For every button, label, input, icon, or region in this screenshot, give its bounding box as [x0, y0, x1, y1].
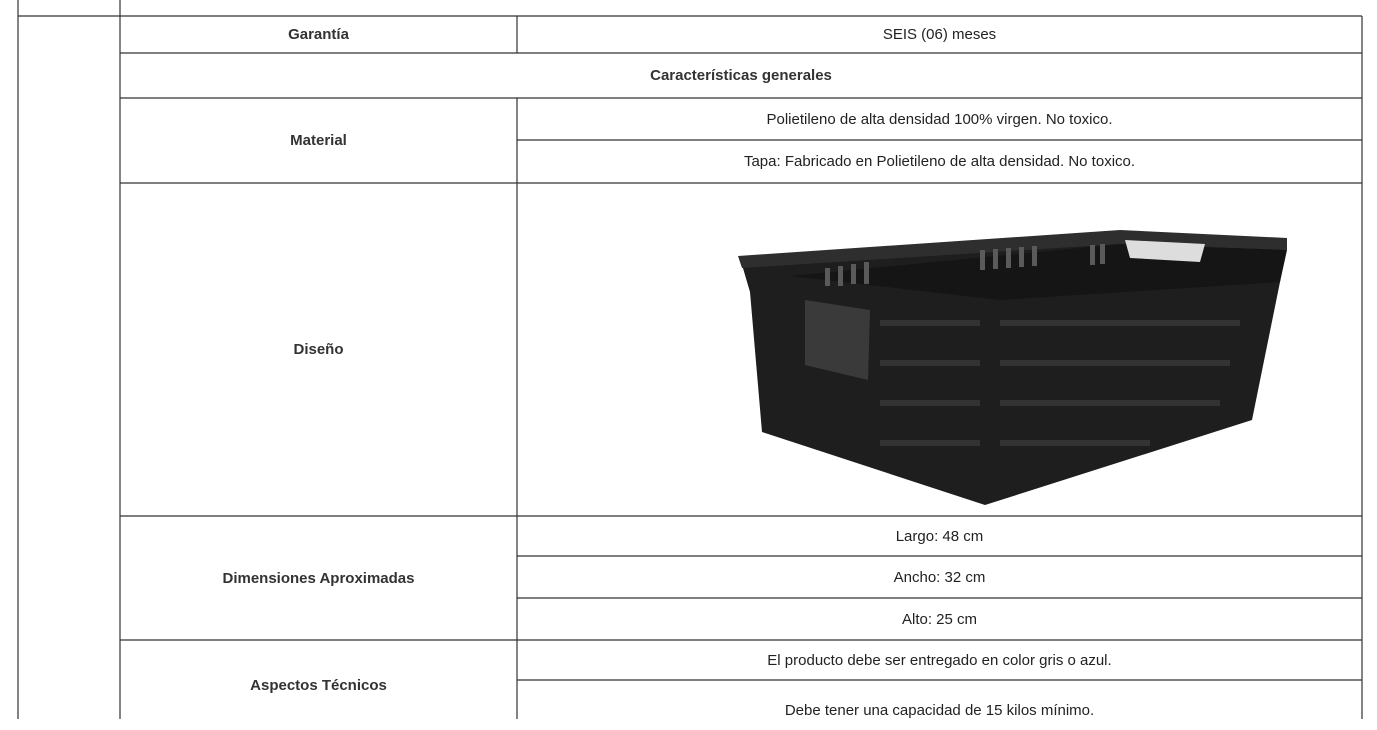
section-title: Características generales: [650, 67, 832, 84]
row-value: Largo: 48 cm: [895, 527, 984, 545]
row-value: Polietileno de alta densidad 100% virgen…: [766, 110, 1113, 128]
row-value: Debe tener una capacidad de 15 kilos mín…: [784, 702, 1095, 719]
row-value: SEIS (06) meses: [882, 26, 997, 43]
row-label: Garantía: [288, 26, 349, 43]
row-label: Diseño: [293, 341, 344, 358]
row-value: Ancho: 32 cm: [893, 568, 986, 586]
row-value: Alto: 25 cm: [901, 610, 978, 628]
row-label: Material: [290, 132, 347, 149]
row-value: Tapa: Fabricado en Polietileno de alta d…: [743, 153, 1136, 170]
row-label: Dimensiones Aproximadas: [222, 569, 415, 587]
row-label: Aspectos Técnicos: [250, 676, 387, 694]
crate-image: [738, 230, 1287, 505]
row-value: El producto debe ser entregado en color …: [767, 651, 1112, 669]
